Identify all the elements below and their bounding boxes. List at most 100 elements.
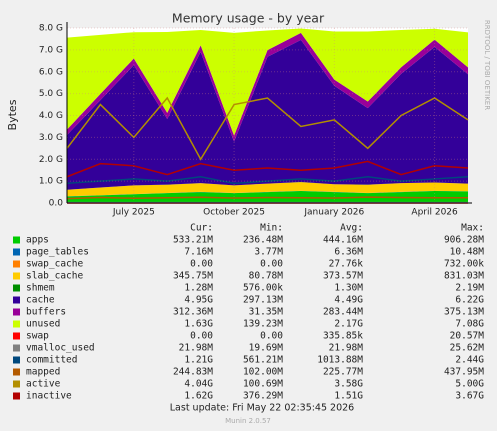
legend-stat: 375.13M (444, 307, 484, 318)
legend-name: mapped (26, 367, 60, 378)
y-tick-label: 5.0 G (39, 89, 63, 99)
legend-name: active (26, 379, 61, 390)
legend-name: slab_cache (26, 271, 83, 282)
watermark: RRDTOOL / TOBI OETIKER (483, 20, 491, 110)
legend-stat: 100.69M (243, 379, 283, 390)
x-tick-label: April 2026 (411, 208, 458, 218)
legend-swatch (13, 368, 20, 376)
legend-stat: 3.77M (254, 247, 283, 258)
legend-stat: 4.95G (184, 295, 213, 306)
legend-stat: 4.49G (334, 295, 363, 306)
legend-stat: 373.57M (323, 271, 363, 282)
legend-stat: 831.03M (444, 271, 484, 282)
y-tick-label: 0.0 (49, 199, 64, 209)
legend-stat: 225.77M (323, 367, 363, 378)
legend-stat: 31.35M (249, 307, 284, 318)
legend-name: page_tables (26, 247, 89, 258)
legend-swatch (13, 308, 20, 316)
legend-stat: 0.00 (190, 259, 213, 270)
legend-swatch (13, 392, 20, 400)
legend-stat: 3.58G (334, 379, 363, 390)
legend-stat: 102.00M (243, 367, 283, 378)
legend-stat: 20.57M (450, 331, 485, 342)
legend-stat: 10.48M (450, 247, 485, 258)
line (66, 175, 469, 185)
legend-name: committed (26, 355, 77, 366)
y-tick-label: 7.0 G (39, 45, 63, 55)
legend-stat: 0.00 (190, 331, 213, 342)
legend-stat: 0.00 (260, 259, 283, 270)
legend-stat: 25.62M (450, 343, 485, 354)
chart-title: Memory usage - by year (172, 11, 325, 26)
legend-header: Max: (461, 223, 484, 234)
legend-name: cache (26, 295, 55, 306)
legend-swatch (13, 248, 20, 256)
y-tick-label: 6.0 G (39, 67, 63, 77)
legend-stat: 7.16M (184, 247, 213, 258)
legend-name: apps (26, 235, 49, 246)
legend-stat: 244.83M (173, 367, 213, 378)
legend-name: swap (26, 331, 49, 342)
area (67, 39, 468, 190)
legend-stat: 21.98M (329, 343, 364, 354)
legend-stat: 5.00G (455, 379, 484, 390)
line (66, 196, 468, 200)
legend-stat: 7.08G (455, 319, 484, 330)
legend-stat: 1.21G (184, 355, 213, 366)
legend-swatch (13, 380, 20, 388)
area (67, 28, 468, 136)
legend-swatch (13, 356, 20, 364)
legend-stat: 2.19M (455, 283, 484, 294)
legend-stat: 1.28M (184, 283, 213, 294)
legend-name: swap_cache (26, 259, 83, 270)
y-axis-label: Bytes (6, 99, 19, 130)
area (67, 182, 468, 190)
line (66, 96, 469, 161)
y-tick-label: 8.0 G (39, 24, 63, 34)
area (67, 182, 468, 197)
legend-stat: 2.44G (455, 355, 484, 366)
legend-stat: 444.16M (323, 235, 363, 246)
legend-stat: 1.62G (184, 391, 213, 402)
legend-stat: 732.00k (444, 259, 484, 270)
legend-swatch (13, 272, 20, 280)
y-tick-label: 1.0 G (39, 177, 63, 187)
footer: Munin 2.0.57 (225, 417, 271, 425)
legend-name: buffers (26, 307, 66, 318)
legend-stat: 533.21M (173, 235, 213, 246)
legend-name: vmalloc_used (26, 343, 95, 354)
legend-swatch (13, 296, 20, 304)
legend-swatch (13, 332, 20, 340)
legend-stat: 1.51G (334, 391, 363, 402)
legend-stat: 27.76k (329, 259, 364, 270)
legend-stat: 1013.88M (317, 355, 363, 366)
legend-stat: 561.21M (243, 355, 283, 366)
legend-stat: 4.04G (184, 379, 213, 390)
legend-stat: 19.69M (249, 343, 284, 354)
legend-swatch (13, 320, 20, 328)
legend-stat: 1.30M (334, 283, 363, 294)
area (67, 190, 468, 197)
legend-name: unused (26, 319, 60, 330)
legend-name: shmem (26, 283, 55, 294)
line (66, 160, 469, 178)
legend-stat: 906.28M (444, 235, 484, 246)
x-tick-label: July 2025 (112, 208, 155, 218)
area (67, 32, 468, 142)
legend-stat: 6.22G (455, 295, 484, 306)
legend-stat: 297.13M (243, 295, 283, 306)
last-update: Last update: Fri May 22 02:35:45 2026 (170, 403, 354, 414)
legend-stat: 376.29M (243, 391, 283, 402)
legend-stat: 236.48M (243, 235, 283, 246)
legend-stat: 3.67G (455, 391, 484, 402)
legend-swatch (13, 284, 20, 292)
y-tick-label: 4.0 G (39, 111, 63, 121)
legend-swatch (13, 344, 20, 352)
legend-stat: 345.75M (173, 271, 213, 282)
legend-stat: 139.23M (243, 319, 283, 330)
legend-name: inactive (26, 391, 72, 402)
legend-header: Avg: (340, 223, 363, 234)
x-tick-label: January 2026 (303, 208, 364, 218)
legend-stat: 576.00k (243, 283, 283, 294)
